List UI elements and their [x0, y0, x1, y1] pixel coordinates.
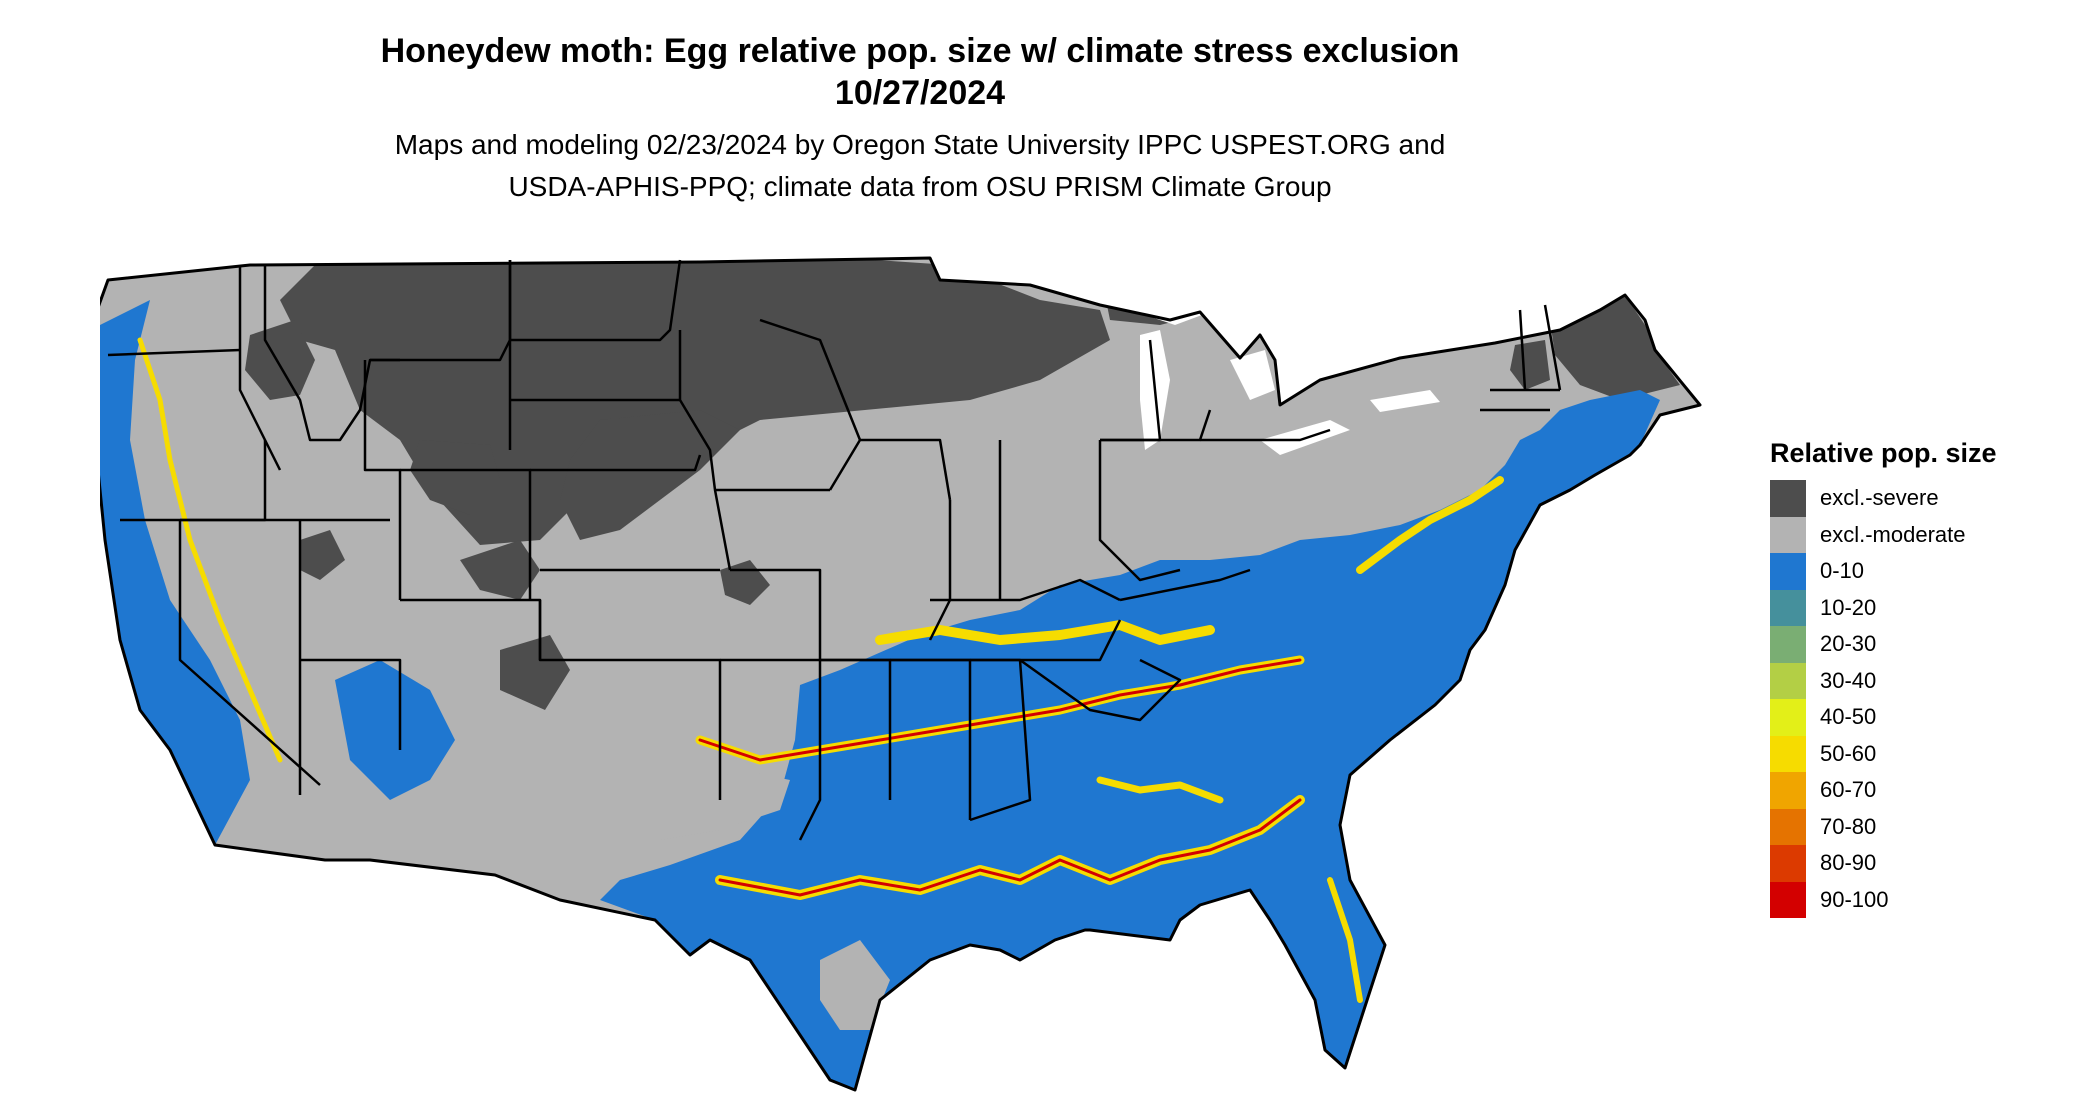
band-mid-atlantic: [1356, 476, 1504, 574]
legend-title: Relative pop. size: [1770, 438, 1997, 468]
legend-swatch: [1770, 516, 1806, 553]
legend-swatch: [1770, 735, 1806, 772]
legend-swatch: [1770, 553, 1806, 590]
legend-label: excl.-moderate: [1820, 521, 1966, 547]
legend-swatch: [1770, 772, 1806, 809]
legend-label: 20-30: [1820, 631, 1877, 657]
legend: Relative pop. size excl.-severe excl.-mod…: [1770, 436, 2070, 918]
border-ca-nv: [178, 520, 321, 786]
subtitle-line-1: Maps and modeling 02/23/2024 by Oregon S…: [394, 129, 1446, 160]
legend-item: 40-50: [1770, 699, 2070, 736]
us-map: [100, 240, 1760, 1100]
map-subtitle: Maps and modeling 02/23/2024 by Oregon S…: [0, 124, 1840, 208]
legend-label: 60-70: [1820, 777, 1877, 803]
legend-item: excl.-severe: [1770, 480, 2070, 517]
lake-huron: [1230, 350, 1275, 400]
legend-swatch: [1770, 480, 1806, 517]
legend-label: 10-20: [1820, 594, 1877, 620]
band-florida: [1327, 877, 1363, 1003]
legend-swatch: [1770, 626, 1806, 663]
legend-swatch: [1770, 589, 1806, 626]
border-mo-ar: [730, 568, 822, 660]
border-mn-ia-mo: [678, 330, 732, 571]
legend-label: 90-100: [1820, 886, 1889, 912]
band-pacific: [137, 337, 283, 763]
border-id-nv: [180, 440, 267, 522]
map-date: 10/27/2024: [834, 74, 1006, 112]
legend-label: 0-10: [1820, 558, 1865, 584]
border-tn-south: [820, 619, 1122, 662]
legend-item: 90-100: [1770, 881, 2070, 918]
legend-item: 50-60: [1770, 735, 2070, 772]
border-pa-ny: [1200, 428, 1331, 442]
border-wa-or: [107, 348, 241, 357]
border-ia-il-wi: [828, 438, 952, 501]
west-texas-gray: [660, 770, 790, 840]
southeast-blue: [600, 390, 1660, 1090]
state-borders: [100, 256, 1702, 1092]
legend-item: 70-80: [1770, 808, 2070, 845]
arizona-severe: [500, 635, 570, 710]
sierra-severe: [300, 530, 345, 580]
border-vt-nh: [1518, 309, 1527, 391]
south-texas-gray: [820, 940, 890, 1030]
legend-label: 40-50: [1820, 704, 1877, 730]
border-nc-sc: [1019, 658, 1182, 722]
band-ohio-valley: [875, 620, 1215, 645]
legend-swatch: [1770, 881, 1806, 918]
border-va-nc: [1119, 568, 1251, 602]
border-oh-wv: [1098, 440, 1181, 582]
subtitle-line-2: USDA-APHIS-PPQ; climate data from OSU PR…: [508, 171, 1332, 202]
legend-item: 30-40: [1770, 662, 2070, 699]
legend-swatch: [1770, 845, 1806, 882]
low-suitability-regions: [100, 300, 1660, 1090]
border-wa-or-id: [238, 265, 282, 471]
band-alabama: [1096, 776, 1224, 804]
legend-item: 80-90: [1770, 845, 2070, 882]
idaho-severe: [410, 440, 500, 515]
wyoming-colorado-severe: [560, 410, 740, 540]
border-ut-az-nm: [300, 658, 402, 750]
maine-severe: [1550, 295, 1680, 400]
us-map-svg: [100, 256, 1702, 1092]
legend-swatch: [1770, 662, 1806, 699]
map-title: Honeydew moth: Egg relative pop. size w/…: [380, 32, 1460, 70]
oregon-severe: [245, 320, 315, 400]
legend-label: 70-80: [1820, 813, 1877, 839]
legend-item: 60-70: [1770, 772, 2070, 809]
legend-item: 10-20: [1770, 589, 2070, 626]
adirondack-severe: [1510, 340, 1550, 390]
border-mn-wi: [759, 318, 862, 441]
legend-label: excl.-severe: [1820, 485, 1939, 511]
legend-swatch: [1770, 699, 1806, 736]
severe-exclusion-regions: [245, 258, 1680, 710]
pacific-coast-blue: [100, 300, 250, 845]
border-ky-tn: [930, 578, 1121, 602]
map-header: Honeydew moth: Egg relative pop. size w/…: [0, 30, 1840, 208]
legend-item: 20-30: [1770, 626, 2070, 663]
band-gulf-core: [718, 798, 1302, 897]
legend-items: excl.-severe excl.-moderate 0-10 10-20 20-30…: [1770, 480, 2070, 918]
border-nd-sd: [510, 259, 682, 342]
lake-ontario: [1370, 390, 1440, 412]
legend-item: excl.-moderate: [1770, 516, 2070, 553]
legend-swatch: [1770, 808, 1806, 845]
border-nh-me: [1543, 304, 1562, 391]
border-ar-la: [798, 740, 822, 841]
hotspot-bands: [137, 337, 1504, 1003]
border-ok-tx-nm: [538, 600, 722, 800]
band-mid-south-core: [698, 658, 1302, 762]
legend-label: 30-40: [1820, 667, 1877, 693]
legend-label: 50-60: [1820, 740, 1877, 766]
moderate-exclusion-patches: [660, 770, 890, 1030]
southern-california-blue: [335, 660, 455, 800]
national-outline: [100, 256, 1702, 1092]
border-mi: [1100, 339, 1162, 442]
border-id-mt: [263, 265, 400, 442]
legend-item: 0-10: [1770, 553, 2070, 590]
nevada-severe: [460, 540, 540, 600]
legend-label: 80-90: [1820, 850, 1877, 876]
border-ne-ks: [530, 454, 702, 472]
border-wy-ut: [363, 360, 402, 600]
